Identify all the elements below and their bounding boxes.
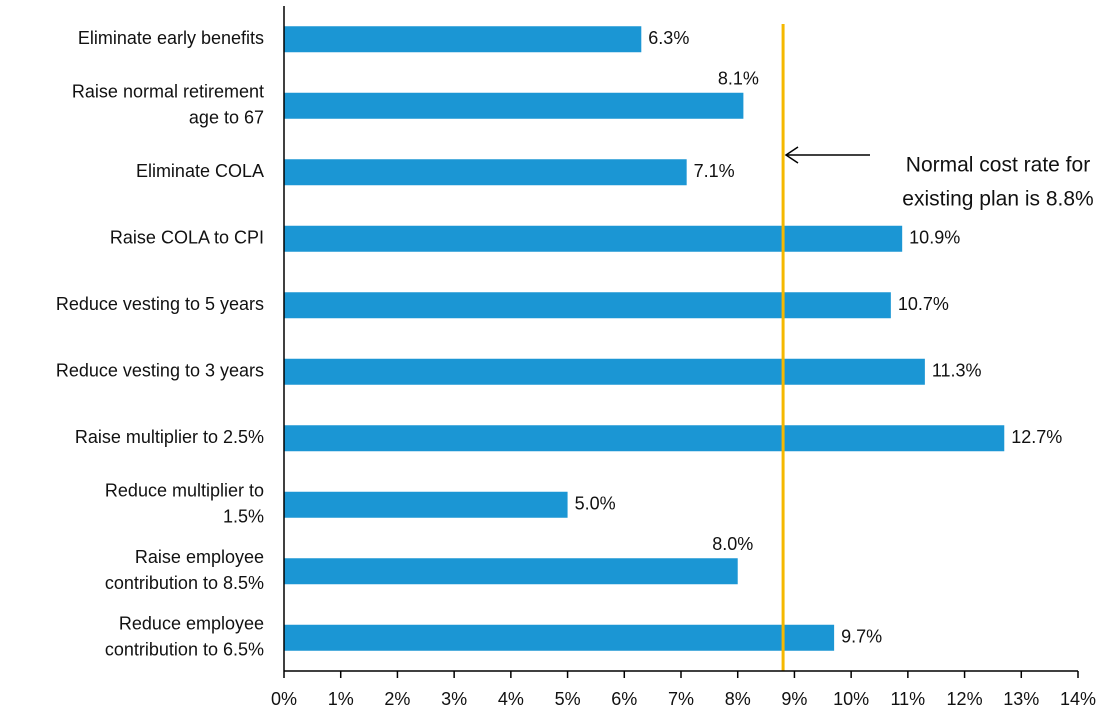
x-tick-label: 5%	[555, 689, 581, 709]
value-label: 7.1%	[694, 161, 735, 181]
x-tick-label: 2%	[384, 689, 410, 709]
bar	[284, 26, 642, 53]
value-label: 8.0%	[712, 534, 753, 554]
x-tick-label: 12%	[947, 689, 983, 709]
value-label: 5.0%	[575, 494, 616, 514]
value-label: 12.7%	[1011, 427, 1062, 447]
value-label: 11.3%	[932, 361, 982, 381]
bar	[284, 558, 738, 585]
bar	[284, 92, 744, 119]
x-tick-label: 3%	[441, 689, 467, 709]
annotation: Normal cost rate for	[906, 154, 1090, 177]
category-label: Reduce vesting to 5 years	[56, 294, 264, 314]
x-tick-label: 14%	[1060, 689, 1096, 709]
x-tick-label: 0%	[271, 689, 297, 709]
x-tick-label: 7%	[668, 689, 694, 709]
x-tick-label: 1%	[328, 689, 354, 709]
category-label: Eliminate COLA	[136, 161, 264, 181]
category-label: Raise normal retirement	[72, 82, 264, 102]
bar	[284, 225, 903, 252]
category-label: contribution to 8.5%	[105, 573, 264, 593]
bar	[284, 491, 568, 518]
value-label: 10.9%	[909, 228, 960, 248]
category-label: contribution to 6.5%	[105, 640, 264, 660]
bar	[284, 159, 687, 186]
x-tick-label: 9%	[781, 689, 807, 709]
category-label: Raise COLA to CPI	[110, 228, 264, 248]
x-tick-label: 13%	[1003, 689, 1039, 709]
annotation: existing plan is 8.8%	[902, 188, 1093, 211]
bar	[284, 624, 835, 651]
x-tick-label: 10%	[833, 689, 869, 709]
value-label: 8.1%	[718, 69, 759, 89]
bar	[284, 292, 891, 319]
bar	[284, 425, 1005, 452]
value-label: 6.3%	[648, 28, 689, 48]
value-label: 9.7%	[841, 627, 882, 647]
x-tick-label: 6%	[611, 689, 637, 709]
x-tick-label: 4%	[498, 689, 524, 709]
annotation-arrowhead	[784, 146, 799, 164]
category-label: age to 67	[189, 108, 264, 128]
category-label: Reduce vesting to 3 years	[56, 361, 264, 381]
category-label: Reduce employee	[119, 614, 264, 634]
category-label: Raise multiplier to 2.5%	[75, 427, 264, 447]
x-tick-label: 8%	[725, 689, 751, 709]
bar	[284, 358, 925, 385]
category-label: 1.5%	[223, 507, 264, 527]
value-label: 10.7%	[898, 294, 949, 314]
category-label: Raise employee	[135, 547, 264, 567]
category-label: Eliminate early benefits	[78, 28, 264, 48]
category-label: Reduce multiplier to	[105, 481, 264, 501]
x-tick-label: 11%	[891, 689, 926, 709]
